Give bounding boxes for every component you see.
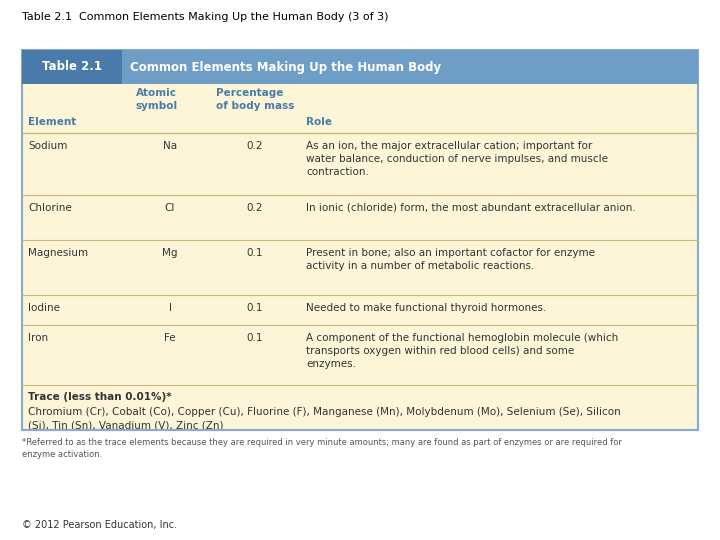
Text: Chromium (Cr), Cobalt (Co), Copper (Cu), Fluorine (F), Manganese (Mn), Molybdenu: Chromium (Cr), Cobalt (Co), Copper (Cu),… — [28, 407, 621, 430]
Text: 0.2: 0.2 — [247, 141, 264, 151]
Text: Element: Element — [28, 117, 76, 127]
Text: Iodine: Iodine — [28, 303, 60, 313]
Text: Chlorine: Chlorine — [28, 203, 72, 213]
Text: Cl: Cl — [165, 203, 175, 213]
Bar — [22, 50, 122, 84]
Text: Iron: Iron — [28, 333, 48, 343]
Text: Table 2.1: Table 2.1 — [42, 60, 102, 73]
Text: 0.1: 0.1 — [247, 303, 264, 313]
Text: Na: Na — [163, 141, 177, 151]
Text: 0.1: 0.1 — [247, 333, 264, 343]
Text: Trace (less than 0.01%)*: Trace (less than 0.01%)* — [28, 392, 171, 402]
Text: Sodium: Sodium — [28, 141, 68, 151]
Text: Percentage: Percentage — [216, 88, 284, 98]
Text: Present in bone; also an important cofactor for enzyme
activity in a number of m: Present in bone; also an important cofac… — [306, 248, 595, 271]
Text: *Referred to as the trace elements because they are required in very minute amou: *Referred to as the trace elements becau… — [22, 438, 622, 459]
Text: As an ion, the major extracellular cation; important for
water balance, conducti: As an ion, the major extracellular catio… — [306, 141, 608, 178]
Text: Atomic: Atomic — [136, 88, 177, 98]
Text: 0.1: 0.1 — [247, 248, 264, 258]
Text: 0.2: 0.2 — [247, 203, 264, 213]
Text: Common Elements Making Up the Human Body: Common Elements Making Up the Human Body — [130, 60, 441, 73]
Text: symbol: symbol — [136, 101, 178, 111]
Text: Role: Role — [306, 117, 332, 127]
Text: © 2012 Pearson Education, Inc.: © 2012 Pearson Education, Inc. — [22, 520, 177, 530]
Text: Fe: Fe — [164, 333, 176, 343]
Text: Mg: Mg — [162, 248, 178, 258]
Text: In ionic (chloride) form, the most abundant extracellular anion.: In ionic (chloride) form, the most abund… — [306, 203, 636, 213]
Text: I: I — [168, 303, 171, 313]
Text: A component of the functional hemoglobin molecule (which
transports oxygen withi: A component of the functional hemoglobin… — [306, 333, 618, 369]
Text: Needed to make functional thyroid hormones.: Needed to make functional thyroid hormon… — [306, 303, 546, 313]
Text: Table 2.1  Common Elements Making Up the Human Body (3 of 3): Table 2.1 Common Elements Making Up the … — [22, 12, 389, 22]
Text: Magnesium: Magnesium — [28, 248, 88, 258]
Text: of body mass: of body mass — [216, 101, 294, 111]
Bar — [122, 50, 698, 84]
Bar — [22, 50, 698, 430]
